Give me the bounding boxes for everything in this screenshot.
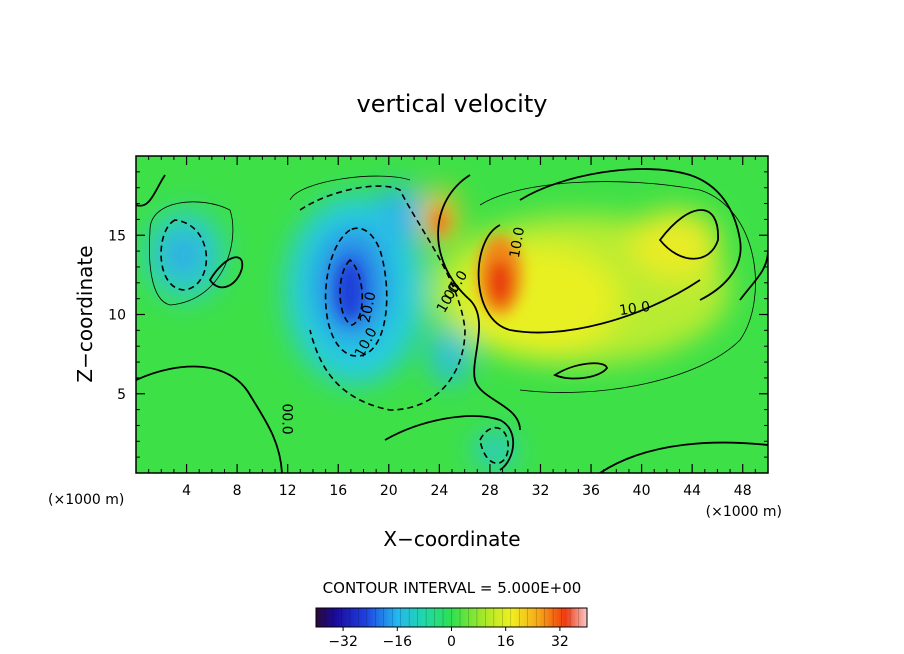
updraft-top-core (432, 208, 448, 236)
y-axis-label: Z−coordinate (73, 245, 97, 382)
field-cores (336, 208, 522, 320)
y-tick-label: 5 (117, 387, 126, 403)
updraft-right (630, 210, 720, 280)
x-tick-label: 32 (532, 483, 550, 499)
contour-thin-outer-up (479, 181, 756, 393)
x-tick-label: 24 (430, 483, 448, 499)
contour-zero-main (437, 174, 521, 431)
x-tick-label: 36 (582, 483, 600, 499)
y-tick-label: 15 (108, 228, 126, 244)
x-tick-label: 4 (182, 483, 191, 499)
contour-bottom-mid (384, 415, 515, 471)
x-tick-label: 48 (734, 483, 752, 499)
contour-label: 00.0 (279, 404, 295, 435)
contour-bottom-right (599, 441, 768, 473)
colorbar-tick-label: 16 (497, 634, 515, 650)
contour-interval-text: CONTOUR INTERVAL = 5.000E+00 (323, 579, 582, 597)
x-tick-label: 44 (683, 483, 701, 499)
contour-thin-mid (289, 175, 411, 201)
colorbar-tick-label: 32 (551, 634, 569, 650)
x-axis-label: X−coordinate (383, 527, 520, 551)
colorbar-ticks: −32 −16 0 16 32 (328, 627, 569, 650)
x-tick-label: 20 (380, 483, 398, 499)
contour-left-blob (208, 256, 244, 289)
y-unit-label: (×1000 m) (48, 492, 124, 508)
contour-10-updraft (477, 224, 701, 334)
contour-small-loop (553, 362, 608, 380)
updraft-red-core (489, 260, 511, 304)
contour-zero-right (519, 168, 742, 301)
contour-neg-bottom (479, 426, 509, 465)
contour-neg-left (160, 219, 208, 291)
contour-neg10-core (324, 227, 388, 357)
contour-10-right (658, 209, 719, 260)
plot-area (136, 156, 768, 473)
x-tick-label: 40 (633, 483, 651, 499)
colorbar: −32 −16 0 16 32 (315, 607, 588, 650)
downdraft-left (163, 233, 203, 277)
contour-lower-left (136, 365, 283, 473)
colorbar-segments (315, 608, 588, 627)
contour-label: 20.0 (357, 290, 379, 324)
contour-label: 10.0 (618, 299, 651, 319)
colorbar-tick-label: 0 (447, 634, 456, 650)
contour-left-top (136, 174, 166, 207)
x-tick-label: 12 (279, 483, 297, 499)
x-unit-label: (×1000 m) (706, 504, 782, 520)
contours-dashed (160, 185, 509, 465)
contour-thin-left (148, 201, 234, 306)
x-tick-label: 8 (233, 483, 242, 499)
colorbar-tick-label: −32 (328, 634, 358, 650)
y-tick-label: 10 (108, 308, 126, 324)
field-shading (145, 185, 730, 468)
downdraft-deep-core (336, 260, 364, 320)
contour-label: 10.0 (507, 226, 528, 259)
contours-thin (148, 175, 756, 393)
colorbar-tick-label: −16 (383, 634, 413, 650)
downdraft-top (375, 185, 425, 245)
chart-title: vertical velocity (357, 90, 548, 118)
contour-neg-outer (299, 185, 466, 411)
x-tick-label: 28 (481, 483, 499, 499)
downdraft-low (430, 325, 470, 385)
x-tick-label: 16 (329, 483, 347, 499)
downdraft-bottom (475, 432, 515, 468)
contour-neg20-core (339, 258, 364, 326)
